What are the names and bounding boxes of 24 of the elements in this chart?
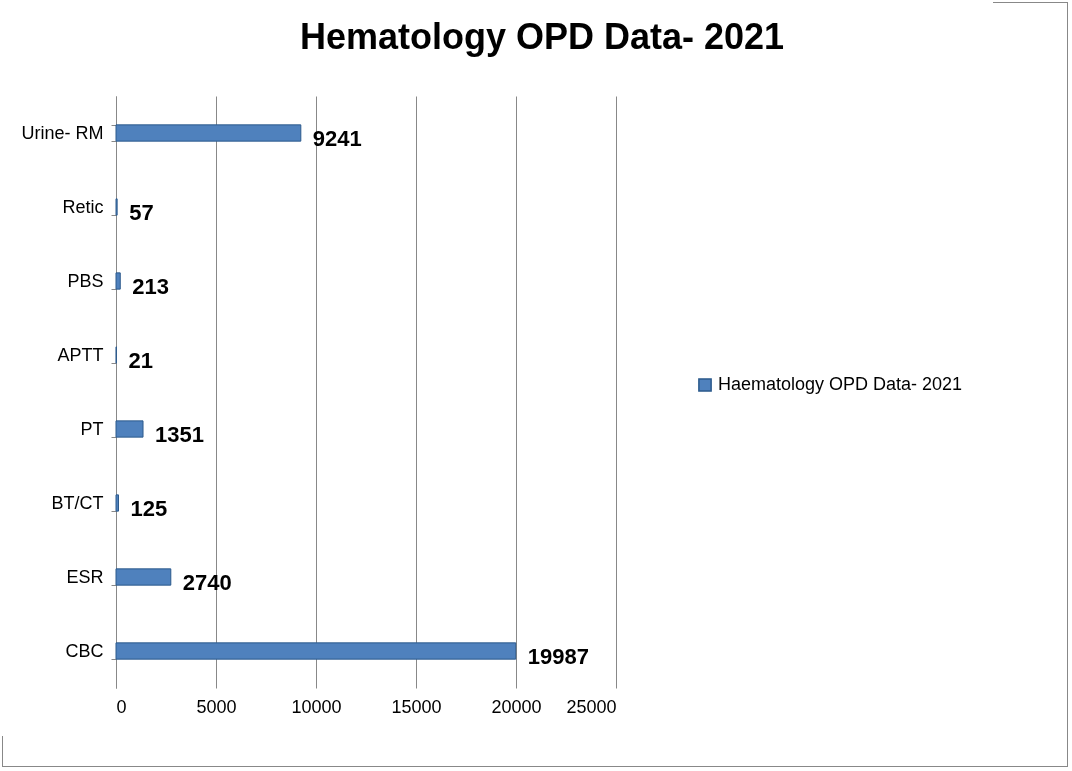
y-tick-label: Urine- RM xyxy=(21,122,104,143)
x-tick-label: 0 xyxy=(116,696,127,717)
legend-label: Haematology OPD Data- 2021 xyxy=(718,374,963,394)
y-tick-label: PT xyxy=(80,418,104,439)
data-label: 9241 xyxy=(312,126,362,151)
data-label: 2740 xyxy=(182,570,232,595)
y-tick-label: Retic xyxy=(62,196,104,217)
y-tick-label: ESR xyxy=(66,566,104,587)
x-tick-label: 15000 xyxy=(391,696,442,717)
y-tick-label: CBC xyxy=(65,640,104,661)
x-tick-label: 10000 xyxy=(291,696,342,717)
data-label: 125 xyxy=(130,496,168,521)
y-tick-label: PBS xyxy=(67,270,104,291)
data-label: 21 xyxy=(128,348,153,373)
x-tick-label: 5000 xyxy=(196,696,237,717)
x-tick-label: 25000 xyxy=(566,696,617,717)
y-tick-label: APTT xyxy=(57,344,104,365)
chart-title: Hematology OPD Data- 2021 xyxy=(299,16,785,57)
x-tick-label: 20000 xyxy=(491,696,542,717)
data-label: 57 xyxy=(129,200,154,225)
data-label: 19987 xyxy=(527,644,589,669)
data-label: 213 xyxy=(132,274,169,299)
data-label: 1351 xyxy=(155,422,204,447)
y-tick-label: BT/CT xyxy=(51,492,104,513)
